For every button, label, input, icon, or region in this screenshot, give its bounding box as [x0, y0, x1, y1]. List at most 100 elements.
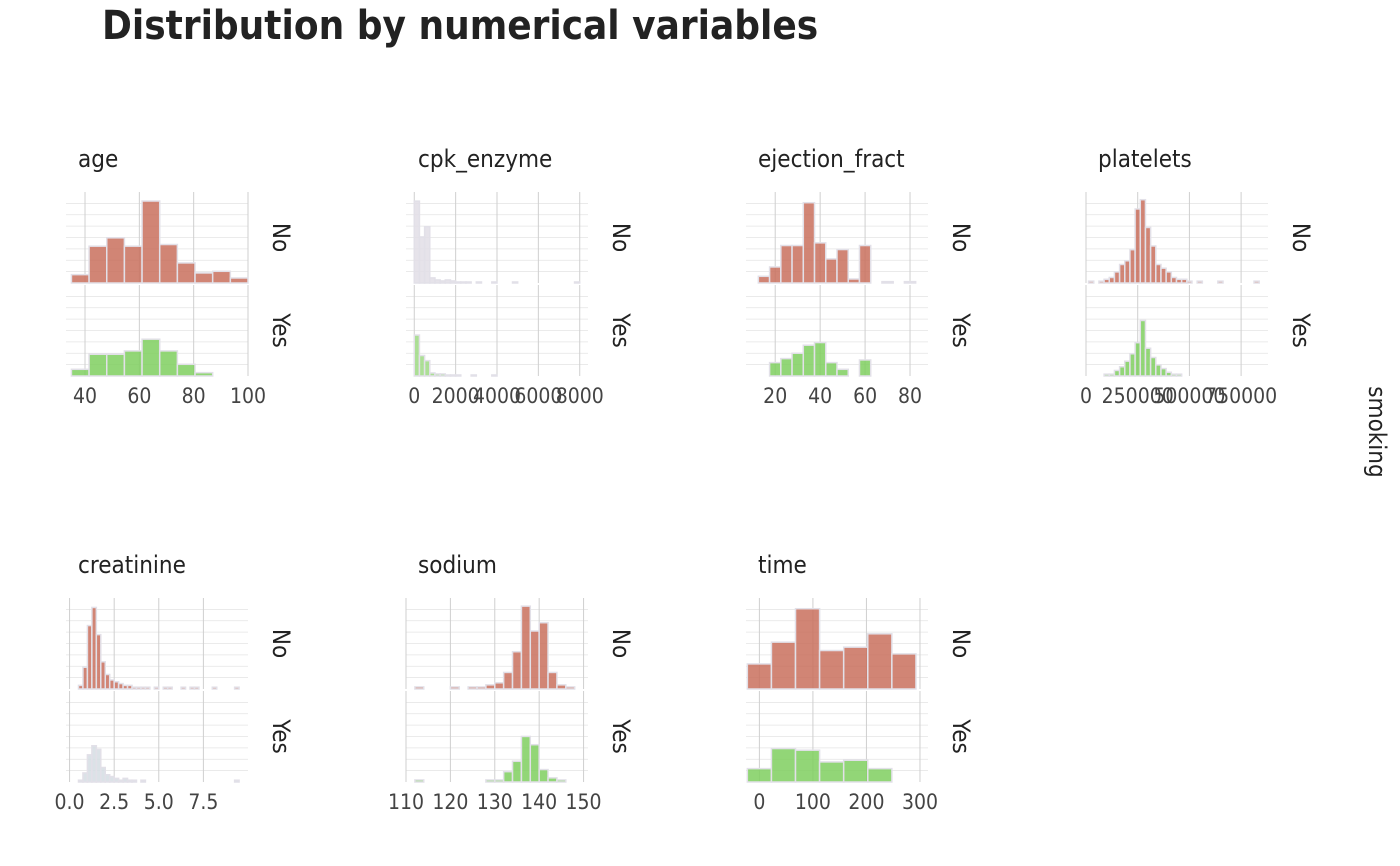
histogram-bar: [858, 359, 872, 377]
histogram-bar: [423, 359, 431, 377]
histogram-bar: [757, 275, 771, 284]
histogram-bar: [538, 768, 549, 783]
histogram-bar: [470, 374, 478, 377]
histogram-bar: [1118, 365, 1126, 377]
x-tick-label: 80: [898, 384, 922, 408]
histogram-bar: [1160, 367, 1167, 377]
histogram-bar: [1129, 248, 1136, 284]
histogram-bar: [746, 767, 773, 783]
x-tick-label: 0: [753, 790, 765, 814]
histogram-bar: [70, 273, 90, 284]
histogram-bar: [1144, 226, 1152, 284]
x-tick-label: 0.0: [55, 790, 85, 814]
strip-label: Yes: [607, 312, 635, 348]
histogram-bar: [529, 630, 540, 690]
histogram-bar: [158, 243, 179, 284]
strip-label: No: [1287, 223, 1315, 252]
histogram-bar: [847, 278, 861, 284]
histogram-bar: [842, 759, 869, 783]
x-tick-label: 60: [127, 384, 151, 408]
histogram-bar: [502, 770, 514, 783]
histogram-bar: [1170, 276, 1178, 284]
histogram-bar: [414, 686, 425, 690]
histogram-bar: [1217, 280, 1224, 284]
x-tick-label: 500000: [1153, 384, 1225, 408]
histogram-bar: [1149, 245, 1157, 284]
histogram-bar: [1175, 278, 1183, 284]
histogram-bar: [194, 272, 214, 284]
histogram-bar: [1087, 280, 1095, 284]
histogram-bar: [768, 266, 782, 284]
histogram-bar: [1134, 208, 1142, 284]
histogram-bar: [791, 352, 805, 377]
panel-title: cpk_enzyme: [418, 145, 552, 173]
histogram-bar: [1175, 373, 1183, 377]
histogram-bar: [158, 350, 179, 377]
histogram-bar: [1098, 280, 1105, 284]
histogram-bar: [770, 747, 797, 783]
histogram-bar: [229, 277, 249, 284]
strip-label: Yes: [947, 718, 975, 754]
histogram-bar: [491, 281, 498, 284]
x-tick-label: 130: [477, 790, 513, 814]
histogram-bar: [176, 262, 196, 284]
histogram-bar: [858, 244, 872, 284]
histogram-bar: [1253, 280, 1260, 284]
histogram-bar: [556, 684, 567, 690]
histogram-bar: [414, 779, 425, 783]
strip-label: No: [267, 629, 295, 658]
histogram-bar: [813, 341, 827, 377]
x-tick-label: 2.5: [99, 790, 129, 814]
histogram-bar: [1165, 371, 1173, 377]
histogram-bar: [1124, 360, 1131, 377]
histogram-bar: [485, 779, 496, 783]
histogram-bar: [434, 373, 441, 377]
histogram-bar: [547, 671, 558, 690]
histogram-bar: [520, 735, 532, 783]
histogram-bar: [194, 371, 214, 377]
histogram-bar: [176, 363, 196, 377]
histogram-bar: [791, 244, 805, 284]
histogram-bar: [891, 653, 917, 690]
histogram-bar: [836, 368, 849, 377]
x-tick-label: 0: [408, 384, 420, 408]
x-tick-label: 2000: [432, 384, 480, 408]
histogram-bar: [476, 686, 487, 690]
histogram-bar: [825, 361, 838, 377]
histogram-bar: [485, 684, 496, 690]
strip-label: Yes: [267, 718, 295, 754]
histogram-bar: [770, 641, 797, 690]
histogram-bar: [1160, 267, 1167, 284]
x-tick-label: 8000: [556, 384, 604, 408]
strip-label: Yes: [267, 312, 295, 348]
histogram-bar: [573, 281, 581, 284]
histogram-bar: [494, 682, 505, 690]
histogram-bar: [538, 621, 549, 690]
strip-label: Yes: [1287, 312, 1315, 348]
x-tick-label: 750000: [1205, 384, 1277, 408]
histogram-bar: [1139, 319, 1147, 377]
histogram-bar: [475, 281, 483, 284]
histogram-bar: [211, 686, 218, 690]
x-tick-label: 40: [73, 384, 97, 408]
histogram-bar: [818, 649, 845, 690]
histogram-bar: [825, 258, 838, 284]
x-tick-label: 120: [432, 790, 468, 814]
x-tick-label: 150: [566, 790, 602, 814]
histogram-bar: [768, 361, 782, 377]
histogram-bar: [1113, 271, 1121, 284]
histogram-bar: [881, 280, 894, 284]
histogram-bar: [95, 748, 102, 783]
strip-label: No: [947, 629, 975, 658]
histogram-bar: [1103, 373, 1111, 377]
histogram-bar: [439, 280, 447, 284]
histogram-bar: [88, 353, 108, 377]
x-tick-label: 100: [795, 790, 831, 814]
x-tick-label: 7.5: [188, 790, 218, 814]
chart-title: Distribution by numerical variables: [102, 3, 818, 49]
facet-label: smoking: [1363, 386, 1391, 477]
histogram-bar: [1144, 347, 1152, 377]
histogram-bar: [818, 761, 845, 783]
histogram-bar: [429, 277, 436, 284]
histogram-bar: [444, 374, 452, 377]
